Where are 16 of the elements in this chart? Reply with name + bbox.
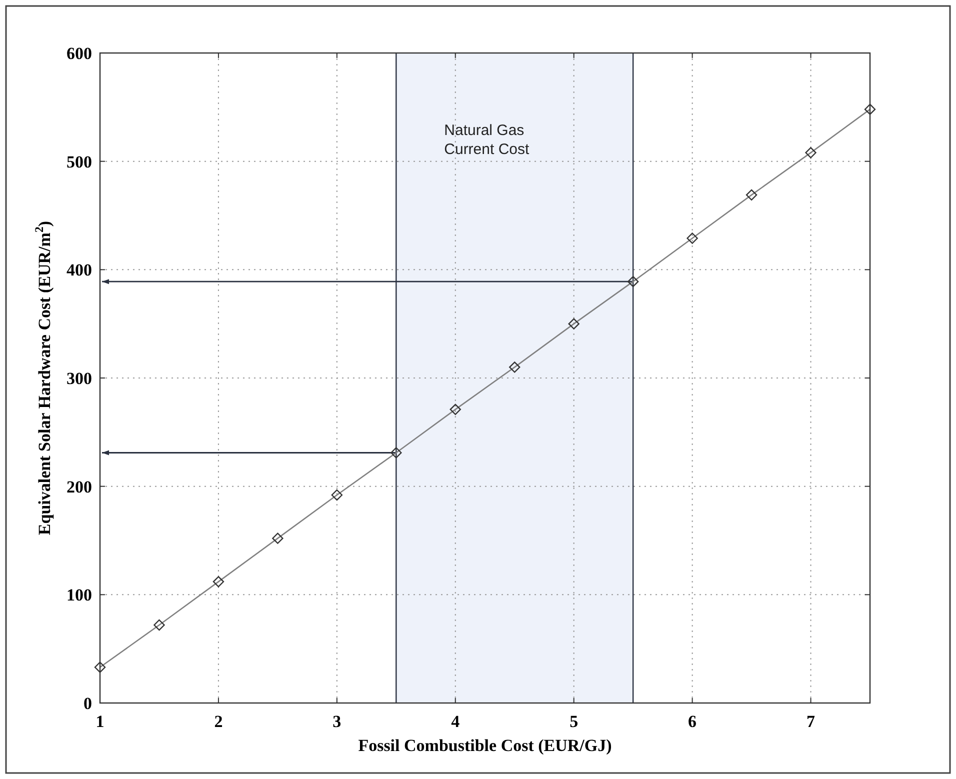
x-tick-label: 5 xyxy=(570,712,578,731)
x-tick-label: 2 xyxy=(214,712,223,731)
band-label: Natural Gas Current Cost xyxy=(444,122,530,158)
x-tick-label: 3 xyxy=(332,712,342,731)
x-tick-label: 4 xyxy=(451,712,460,731)
y-tick-label: 300 xyxy=(66,368,92,388)
y-tick-label: 500 xyxy=(66,152,92,172)
x-axis-title: Fossil Combustible Cost (EUR/GJ) xyxy=(358,736,612,755)
x-tick-label: 1 xyxy=(96,712,104,731)
y-tick-label: 100 xyxy=(66,586,92,605)
x-tick-label: 7 xyxy=(806,712,816,731)
y-tick-label: 400 xyxy=(66,260,92,280)
y-tick-label: 600 xyxy=(66,44,92,63)
y-tick-label: 200 xyxy=(66,477,92,496)
x-tick-label: 6 xyxy=(688,712,697,731)
y-tick-label: 0 xyxy=(84,694,92,713)
